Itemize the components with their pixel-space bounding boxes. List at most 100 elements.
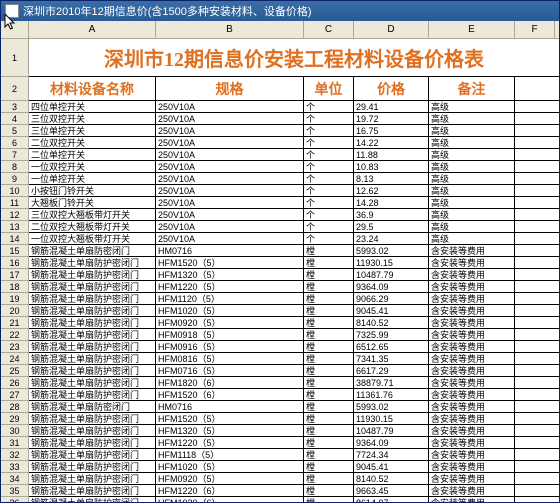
col-header-c[interactable]: C: [304, 21, 354, 38]
cell[interactable]: 11361.76: [354, 389, 429, 400]
cell[interactable]: 钢筋混凝土单扇防护密闭门: [29, 425, 156, 436]
table-row[interactable]: 二位单控开关250V10A个11.88高级: [29, 149, 559, 161]
cell[interactable]: 个: [304, 125, 354, 136]
cell[interactable]: 7341.35: [354, 353, 429, 364]
table-row[interactable]: 钢筋混凝土单扇防护密闭门HFM0920（5）樘8140.52含安装等费用: [29, 473, 559, 485]
cell[interactable]: HFM0716（5）: [156, 365, 304, 376]
cell[interactable]: HFM1520（5）: [156, 257, 304, 268]
table-row[interactable]: 四位单控开关250V10A个29.41高级: [29, 101, 559, 113]
table-row[interactable]: 钢筋混凝土单扇防护密闭门HFM0816（5）樘7341.35含安装等费用: [29, 353, 559, 365]
cell[interactable]: 含安装等费用: [429, 413, 515, 424]
cell[interactable]: 钢筋混凝土单扇防护密闭门: [29, 305, 156, 316]
cell[interactable]: 樘: [304, 437, 354, 448]
cell[interactable]: 钢筋混凝土单扇防护密闭门: [29, 365, 156, 376]
cell[interactable]: 樘: [304, 377, 354, 388]
grid[interactable]: 深圳市12期信息价安装工程材料设备价格表 材料设备名称 规格 单位 价格 备注 …: [29, 39, 559, 502]
cell[interactable]: 14.28: [354, 197, 429, 208]
cell[interactable]: HFM1220（5）: [156, 437, 304, 448]
cell[interactable]: 樘: [304, 245, 354, 256]
table-row[interactable]: 钢筋混凝土单扇防护密闭门HFM1220（5）樘9364.09含安装等费用: [29, 281, 559, 293]
cell[interactable]: 8.13: [354, 173, 429, 184]
cell[interactable]: 二位单控开关: [29, 149, 156, 160]
cell[interactable]: 樘: [304, 281, 354, 292]
cell[interactable]: 樘: [304, 401, 354, 412]
cell[interactable]: HFM1120（5）: [156, 293, 304, 304]
table-row[interactable]: 钢筋混凝土单扇防护密闭门HFM1520（6）樘11361.76含安装等费用: [29, 389, 559, 401]
table-row[interactable]: 钢筋混凝土单扇防护密闭门HFM1118（5）樘7724.34含安装等费用: [29, 449, 559, 461]
row-number[interactable]: 18: [1, 281, 28, 293]
cell[interactable]: 250V10A: [156, 221, 304, 232]
table-row[interactable]: 钢筋混凝土单扇防护密闭门HFM0918（5）樘7325.99含安装等费用: [29, 329, 559, 341]
row-number[interactable]: 23: [1, 341, 28, 353]
cell[interactable]: 个: [304, 197, 354, 208]
cell[interactable]: 含安装等费用: [429, 401, 515, 412]
cell[interactable]: 含安装等费用: [429, 269, 515, 280]
cell[interactable]: HFM1220（6）: [156, 485, 304, 496]
cell[interactable]: 个: [304, 137, 354, 148]
cell[interactable]: 高级: [429, 233, 515, 244]
cell[interactable]: 大翘板门铃开关: [29, 197, 156, 208]
table-row[interactable]: 二位双控开关250V10A个14.22高级: [29, 137, 559, 149]
cell[interactable]: 个: [304, 233, 354, 244]
cell[interactable]: 樘: [304, 269, 354, 280]
cell[interactable]: 樘: [304, 365, 354, 376]
cell[interactable]: 8614.97: [354, 497, 429, 502]
cell[interactable]: 36.9: [354, 209, 429, 220]
cell[interactable]: 250V10A: [156, 149, 304, 160]
row-number[interactable]: 3: [1, 101, 28, 113]
cell[interactable]: 含安装等费用: [429, 497, 515, 502]
row-number[interactable]: 28: [1, 401, 28, 413]
cell[interactable]: 樘: [304, 461, 354, 472]
row-number[interactable]: 20: [1, 305, 28, 317]
cell[interactable]: 含安装等费用: [429, 245, 515, 256]
cell[interactable]: HFM1220（5）: [156, 281, 304, 292]
cell[interactable]: 14.22: [354, 137, 429, 148]
cell[interactable]: 个: [304, 221, 354, 232]
cell[interactable]: HFM0916（5）: [156, 341, 304, 352]
cell[interactable]: 个: [304, 209, 354, 220]
table-row[interactable]: 三位双控开关250V10A个19.72高级: [29, 113, 559, 125]
cell[interactable]: 250V10A: [156, 233, 304, 244]
cell[interactable]: 钢筋混凝土单扇防护密闭门: [29, 485, 156, 496]
cell[interactable]: 含安装等费用: [429, 293, 515, 304]
row-number[interactable]: 30: [1, 425, 28, 437]
cell[interactable]: 含安装等费用: [429, 353, 515, 364]
cell[interactable]: 钢筋混凝土单扇防护密闭门: [29, 449, 156, 460]
row-number[interactable]: 33: [1, 461, 28, 473]
row-number[interactable]: 9: [1, 173, 28, 185]
table-row[interactable]: 钢筋混凝土单扇防护密闭门HFM0920（5）樘8140.52含安装等费用: [29, 317, 559, 329]
cell[interactable]: 高级: [429, 137, 515, 148]
cell[interactable]: 11.88: [354, 149, 429, 160]
cell[interactable]: 樘: [304, 485, 354, 496]
cell[interactable]: 9045.41: [354, 305, 429, 316]
cell[interactable]: HFM1520（6）: [156, 389, 304, 400]
row-number[interactable]: 27: [1, 389, 28, 401]
table-row[interactable]: 二位双控大翘板带灯开关250V10A个29.5高级: [29, 221, 559, 233]
row-number[interactable]: 1: [1, 39, 28, 77]
row-number[interactable]: 10: [1, 185, 28, 197]
cell[interactable]: HFM1020（5）: [156, 461, 304, 472]
row-number[interactable]: 31: [1, 437, 28, 449]
cell[interactable]: 250V10A: [156, 125, 304, 136]
cell[interactable]: 钢筋混凝土单扇防护密闭门: [29, 437, 156, 448]
row-number[interactable]: 34: [1, 473, 28, 485]
cell[interactable]: 5993.02: [354, 245, 429, 256]
cell[interactable]: 8140.52: [354, 317, 429, 328]
cell[interactable]: 钢筋混凝土单扇防护密闭门: [29, 329, 156, 340]
row-number[interactable]: 29: [1, 413, 28, 425]
cell[interactable]: 含安装等费用: [429, 425, 515, 436]
cell[interactable]: 含安装等费用: [429, 281, 515, 292]
cell[interactable]: 16.75: [354, 125, 429, 136]
row-number[interactable]: 6: [1, 137, 28, 149]
table-row[interactable]: 三位双控大翘板带灯开关250V10A个36.9高级: [29, 209, 559, 221]
cell[interactable]: 个: [304, 101, 354, 112]
cell[interactable]: 樘: [304, 293, 354, 304]
cell[interactable]: 樘: [304, 341, 354, 352]
cell[interactable]: HM0716: [156, 245, 304, 256]
cell[interactable]: HFM1020（5）: [156, 305, 304, 316]
cell[interactable]: 250V10A: [156, 161, 304, 172]
table-row[interactable]: 钢筋混凝土单扇防护密闭门HFM1120（5）樘9066.29含安装等费用: [29, 293, 559, 305]
row-number[interactable]: 32: [1, 449, 28, 461]
cell[interactable]: 9663.45: [354, 485, 429, 496]
cell[interactable]: 含安装等费用: [429, 437, 515, 448]
